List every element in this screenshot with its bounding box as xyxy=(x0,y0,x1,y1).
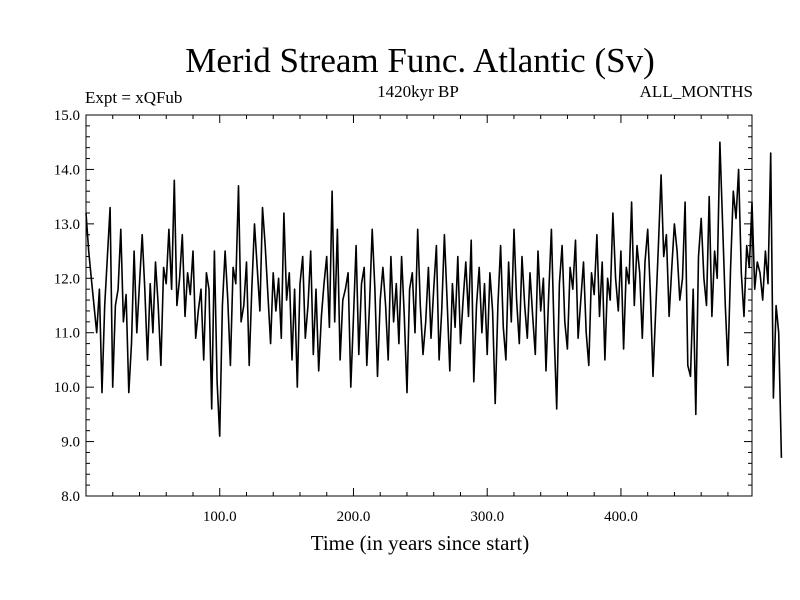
y-tick-label: 15.0 xyxy=(54,108,80,124)
x-tick-label: 300.0 xyxy=(470,509,504,525)
y-tick-label: 13.0 xyxy=(54,217,80,233)
x-axis: 100.0 200.0 300.0 400.0 xyxy=(112,115,729,525)
y-tick-label: 14.0 xyxy=(54,162,80,178)
chart-title: Merid Stream Func. Atlantic (Sv) xyxy=(185,41,655,80)
experiment-label: Expt = xQFub xyxy=(85,88,182,107)
x-tick-label: 200.0 xyxy=(337,509,371,525)
x-tick-label: 400.0 xyxy=(604,509,638,525)
y-tick-label: 12.0 xyxy=(54,271,80,287)
y-tick-label: 8.0 xyxy=(61,489,80,505)
x-tick-label: 100.0 xyxy=(203,509,237,525)
y-tick-label: 11.0 xyxy=(54,326,80,342)
plot-frame xyxy=(85,114,753,497)
period-label: 1420kyr BP xyxy=(377,82,459,101)
y-tick-label: 9.0 xyxy=(61,435,80,451)
months-label: ALL_MONTHS xyxy=(640,82,753,101)
y-tick-label: 10.0 xyxy=(54,380,80,396)
x-axis-label: Time (in years since start) xyxy=(311,531,530,555)
series-line xyxy=(85,141,783,458)
y-axis: 8.0 9.0 10.0 11.0 12.0 13.0 14.0 15.0 xyxy=(54,108,752,505)
